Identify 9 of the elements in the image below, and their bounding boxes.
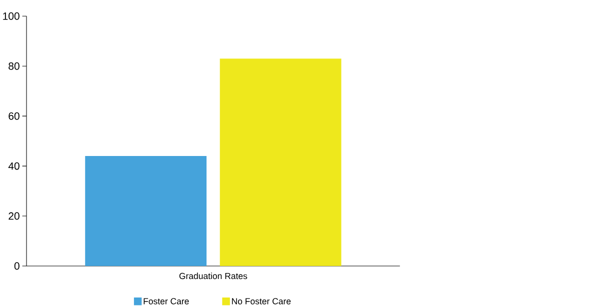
y-tick-label: 40 [8, 162, 20, 170]
y-tick-label: 80 [8, 62, 20, 70]
x-tick-label: Graduation Rates [179, 272, 248, 280]
legend-label: Foster Care [144, 298, 189, 304]
y-tick-label: 0 [14, 262, 20, 270]
y-tick-label: 60 [8, 112, 20, 120]
y-tick-label: 20 [8, 212, 20, 220]
legend-label: No Foster Care [232, 298, 291, 304]
y-tick-label: 100 [3, 12, 20, 20]
